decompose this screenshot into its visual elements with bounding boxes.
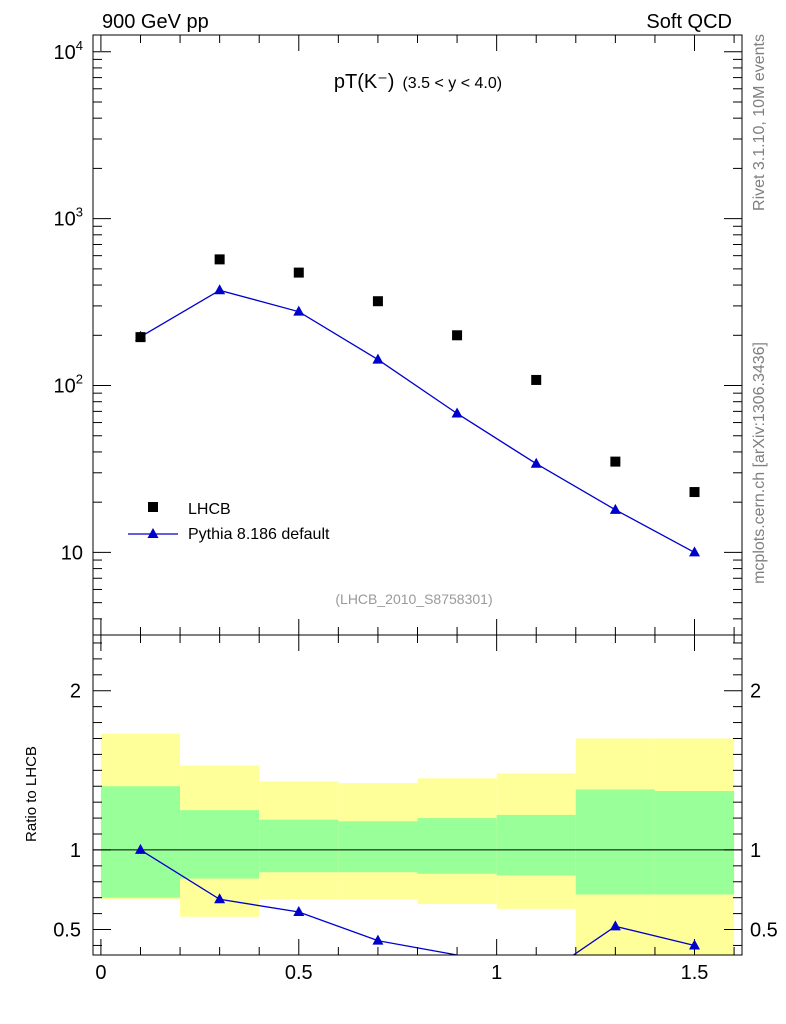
ratio-plot-frame [92, 634, 743, 956]
pythia-ratio-point [609, 920, 621, 931]
ratio-y-tick-label: 0.5 [53, 920, 81, 942]
legend-pythia-marker [147, 528, 159, 538]
uncertainty-band-inner [575, 789, 655, 895]
pythia-ratio-point [293, 906, 305, 917]
main-y-tick-label: 103 [54, 205, 83, 231]
pythia-ratio-point [689, 939, 701, 950]
uncertainty-band-inner [496, 814, 576, 876]
main-y-tick-label: 10 [61, 542, 83, 564]
lhcb-point [452, 330, 463, 341]
uncertainty-band-inner [417, 818, 497, 874]
pythia-point [372, 353, 384, 364]
pythia-point [214, 284, 226, 295]
ratio-y-tick-label: 2 [70, 681, 81, 703]
pythia-point [689, 546, 701, 557]
lhcb-point [372, 296, 383, 307]
analysis-id-watermark: (LHCB_2010_S8758301) [335, 591, 492, 607]
pythia-ratio-point [214, 893, 226, 904]
mcplots-credit-label: mcplots.cern.ch [arXiv:1306.3436] [751, 342, 768, 584]
main-plot-title: pT(K⁻) (3.5 < y < 4.0) [334, 71, 502, 93]
ratio-x-tick-label: 0 [95, 962, 106, 984]
ratio-ylabel: Ratio to LHCB [23, 746, 40, 842]
ratio-y-tick-label-right: 1 [750, 840, 761, 862]
title-main: pT(K⁻) [334, 71, 395, 93]
ratio-y-tick-label-right: 2 [750, 681, 761, 703]
uncertainty-band-inner [338, 821, 418, 873]
lhcb-point [214, 254, 225, 265]
pythia-point [530, 457, 542, 468]
ratio-x-tick-label: 1.5 [681, 962, 709, 984]
header-left-label: 900 GeV pp [102, 11, 209, 33]
lhcb-point [531, 374, 542, 385]
lhcb-point [135, 332, 146, 343]
ratio-y-tick-label-right: 0.5 [750, 920, 778, 942]
pythia-point [451, 407, 463, 418]
ratio-y-tick-label: 1 [70, 840, 81, 862]
legend-pythia-label: Pythia 8.186 default [188, 526, 330, 543]
pythia-point [609, 503, 621, 514]
title-sub: (3.5 < y < 4.0) [402, 75, 502, 92]
main-y-tick-label: 102 [54, 372, 83, 398]
uncertainty-band-inner [259, 819, 339, 873]
rivet-version-label: Rivet 3.1.10, 10M events [751, 34, 768, 211]
header-right-label: Soft QCD [646, 11, 732, 33]
pythia-ratio-point [372, 934, 384, 945]
ratio-x-tick-label: 0.5 [285, 962, 313, 984]
legend-lhcb-marker [148, 502, 158, 512]
main-y-tick-label: 104 [54, 38, 83, 64]
pythia-ratio-point [134, 843, 146, 854]
lhcb-point [689, 487, 700, 498]
uncertainty-band-inner [100, 786, 181, 898]
ratio-x-tick-label: 1 [491, 962, 502, 984]
pythia-series-line [140, 289, 695, 553]
legend-lhcb-label: LHCB [188, 501, 231, 518]
pythia-point [293, 305, 305, 316]
uncertainty-band-inner [654, 791, 735, 895]
lhcb-point [293, 267, 304, 278]
main-plot-frame [92, 34, 743, 636]
lhcb-point [610, 456, 621, 467]
uncertainty-band-inner [180, 810, 260, 879]
